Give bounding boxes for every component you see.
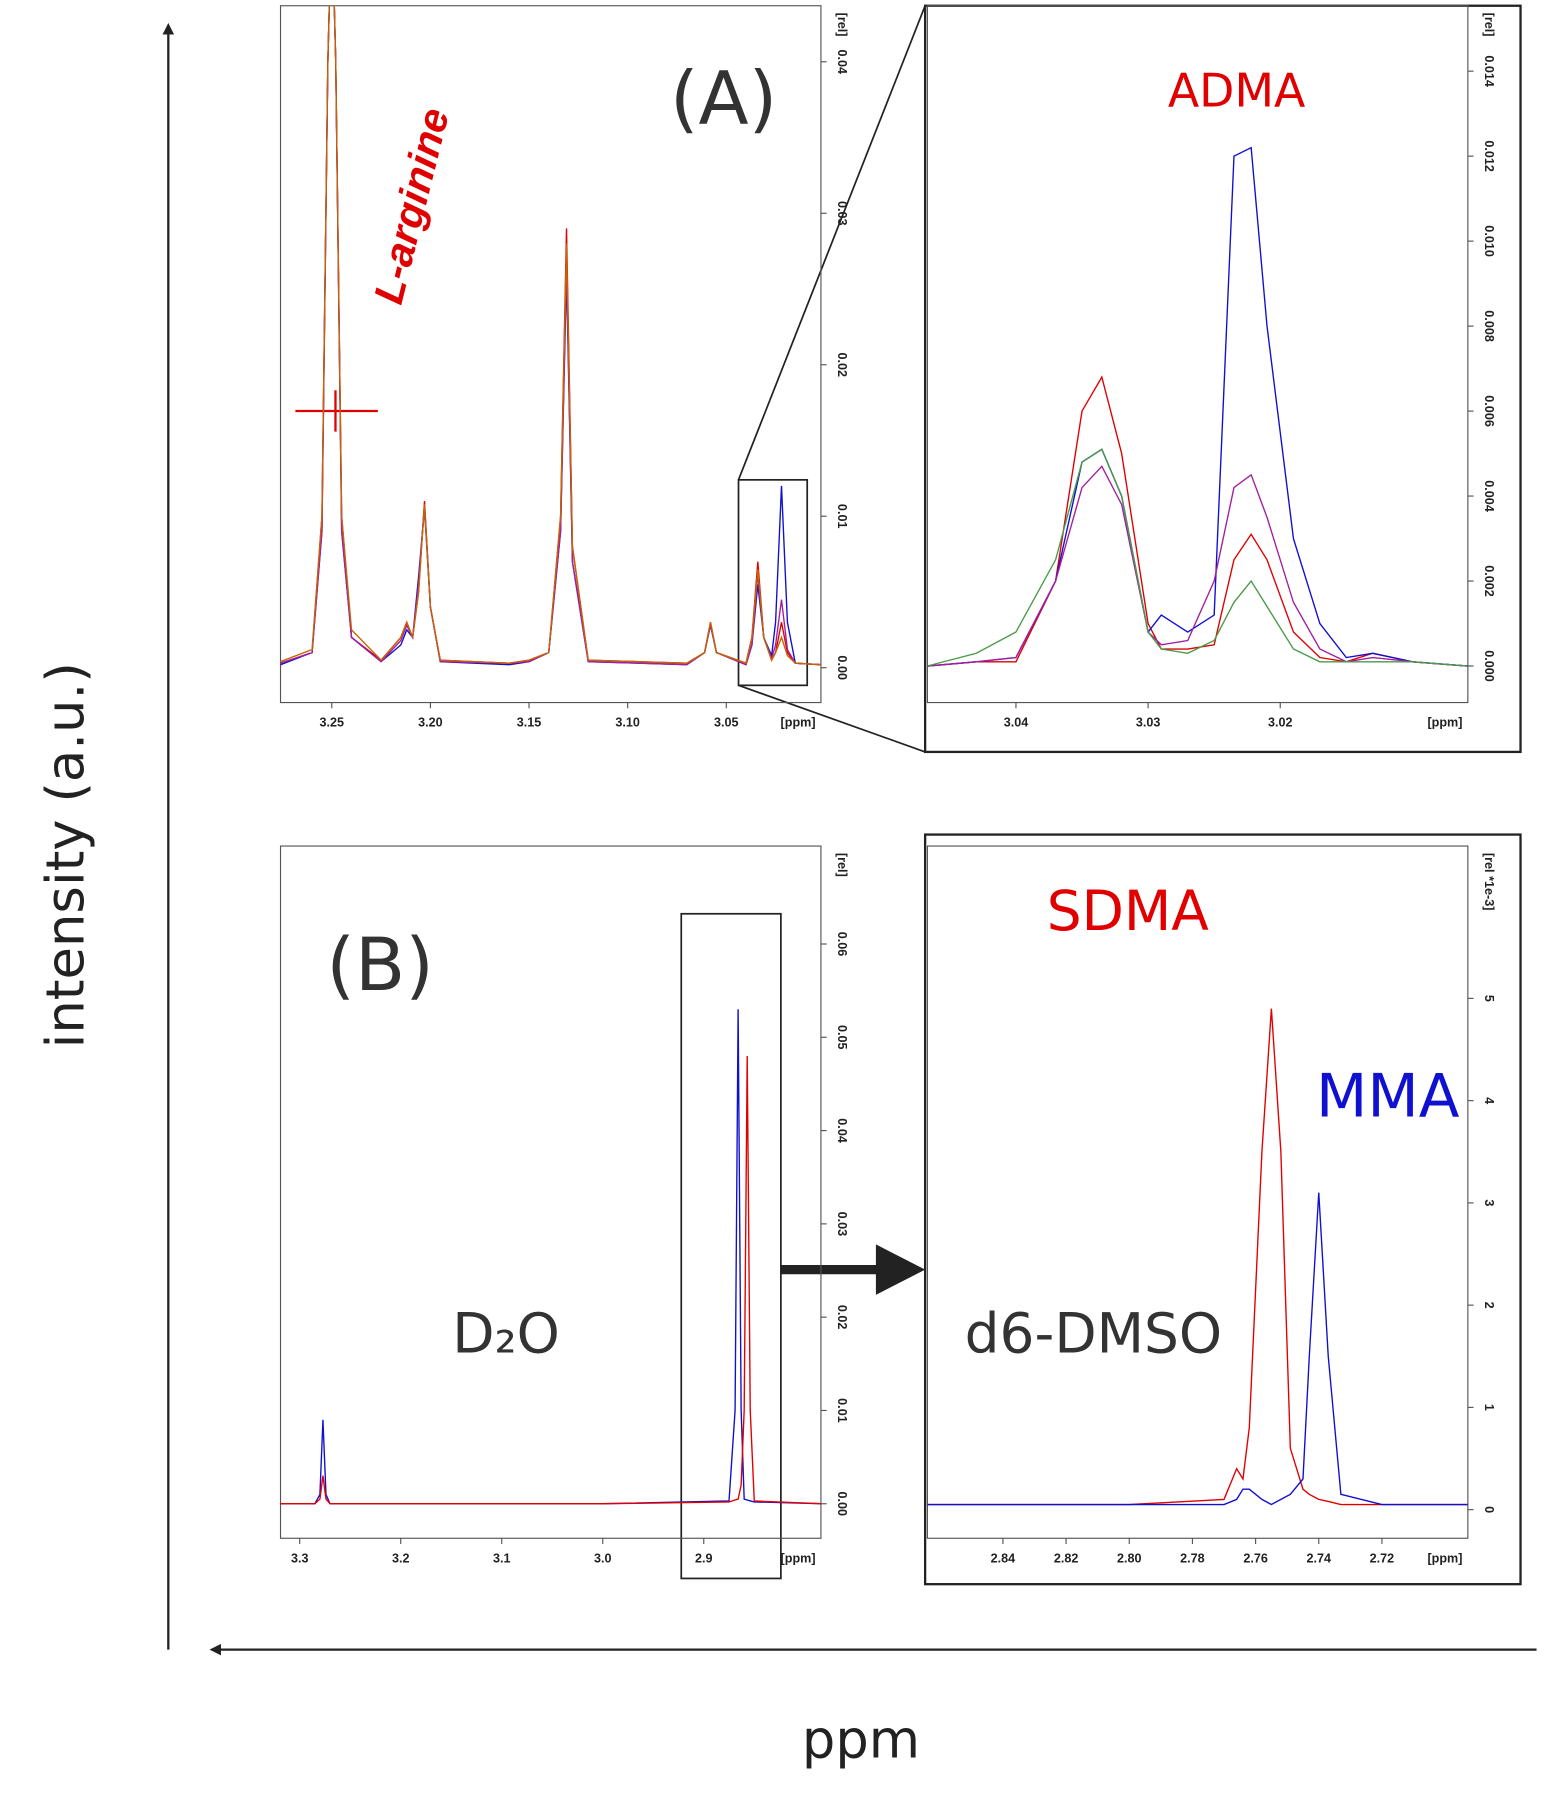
x-tick-label: 2.78: [1180, 1551, 1205, 1565]
spectrum-line: [280, 5, 821, 666]
y-tick-label: 0: [1482, 1506, 1496, 1513]
y-tick-label: 0.01: [835, 504, 849, 529]
y-tick-label: 0.010: [1482, 225, 1496, 257]
zoom-arrow-head: [875, 1244, 926, 1295]
plot-frame: [926, 845, 1469, 1539]
annotation: (A): [670, 56, 777, 141]
spectrum-line: [927, 1192, 1468, 1506]
x-axis-label: ppm: [802, 1709, 920, 1770]
spectrum-line: [927, 1008, 1468, 1506]
y-tick-label: 0.000: [1482, 650, 1496, 682]
y-tick-label: 0.03: [835, 1212, 849, 1237]
x-tick-label: 3.10: [615, 716, 640, 730]
annotation: ADMA: [1168, 64, 1305, 118]
spectra: [280, 5, 821, 666]
y-tick-label: 1: [1482, 1404, 1496, 1411]
zoom-region: [737, 478, 809, 687]
spectrum-line: [927, 146, 1468, 667]
x-unit-label: [ppm]: [1427, 1551, 1462, 1565]
x-tick-label: 3.04: [1004, 716, 1029, 730]
y-axis-label: intensity (a.u.): [35, 662, 96, 1048]
x-tick-label: 2.76: [1243, 1551, 1268, 1565]
annotation: D₂O: [452, 1301, 560, 1365]
y-tick-label: 0.008: [1482, 310, 1496, 342]
x-tick-label: 2.72: [1370, 1551, 1395, 1565]
y-tick-label: 0.06: [835, 932, 849, 957]
y-tick-label: 0.02: [835, 352, 849, 377]
x-tick-label: 2.84: [991, 1551, 1016, 1565]
x-tick-label: 2.9: [695, 1551, 713, 1565]
spectrum-line: [927, 375, 1468, 667]
x-tick-label: 3.05: [714, 716, 739, 730]
y-tick-label: 4: [1482, 1097, 1496, 1104]
x-tick-label: 3.25: [320, 716, 345, 730]
plot-frame: [926, 5, 1469, 704]
x-unit-label: [ppm]: [781, 716, 816, 730]
x-unit-label: [ppm]: [781, 1551, 816, 1565]
spectra: [927, 1008, 1468, 1506]
spectrum-line: [280, 1009, 821, 1505]
y-tick-label: 0.04: [835, 1118, 849, 1143]
x-tick-label: 3.1: [493, 1551, 511, 1565]
spectra: [927, 146, 1468, 667]
y-tick-label: 0.004: [1482, 480, 1496, 512]
y-tick-label: 5: [1482, 995, 1496, 1002]
y-tick-label: 0.01: [835, 1398, 849, 1423]
plot-frame: [279, 5, 822, 704]
zoom-region: [680, 912, 782, 1580]
x-tick-label: 3.03: [1136, 716, 1161, 730]
y-tick-label: 0.002: [1482, 565, 1496, 597]
annotation: (B): [326, 923, 433, 1008]
annotation: L-arginine: [365, 103, 458, 308]
annotation: SDMA: [1047, 879, 1210, 943]
zoom-panel-frame: [923, 833, 1522, 1586]
x-tick-label: 2.74: [1307, 1551, 1332, 1565]
x-tick-label: 3.20: [418, 716, 443, 730]
y-tick-label: 0.05: [835, 1025, 849, 1050]
y-unit-label: [rel]: [835, 853, 849, 877]
spectrum-line: [280, 1055, 821, 1505]
x-tick-label: 3.3: [291, 1551, 309, 1565]
x-tick-label: 3.0: [594, 1551, 612, 1565]
y-tick-label: 2: [1482, 1302, 1496, 1309]
y-tick-label: 0.012: [1482, 140, 1496, 172]
x-tick-label: 2.82: [1054, 1551, 1079, 1565]
x-tick-label: 2.80: [1117, 1551, 1142, 1565]
spectrum-line: [927, 448, 1468, 667]
x-tick-label: 3.2: [392, 1551, 410, 1565]
y-tick-label: 0.014: [1482, 55, 1496, 87]
y-tick-label: 0.00: [835, 1491, 849, 1516]
spectra: [280, 1009, 821, 1505]
y-tick-label: 0.02: [835, 1305, 849, 1330]
annotation: MMA: [1316, 1062, 1460, 1131]
zoom-connector: [738, 684, 926, 753]
zoom-connector: [737, 5, 926, 481]
y-tick-label: 0.00: [835, 655, 849, 680]
y-unit-label: [rel]: [1482, 13, 1496, 37]
plot-frame: [279, 845, 822, 1539]
spectrum-line: [927, 465, 1468, 667]
y-tick-label: 3: [1482, 1199, 1496, 1206]
annotation: d6-DMSO: [965, 1301, 1223, 1365]
y-unit-label: [rel *1e-3]: [1482, 853, 1496, 911]
y-tick-label: 0.006: [1482, 395, 1496, 427]
x-unit-label: [ppm]: [1427, 716, 1462, 730]
y-tick-label: 0.03: [835, 201, 849, 226]
y-tick-label: 0.04: [835, 49, 849, 74]
x-tick-label: 3.02: [1268, 716, 1293, 730]
x-tick-label: 3.15: [517, 716, 542, 730]
y-unit-label: [rel]: [835, 13, 849, 37]
